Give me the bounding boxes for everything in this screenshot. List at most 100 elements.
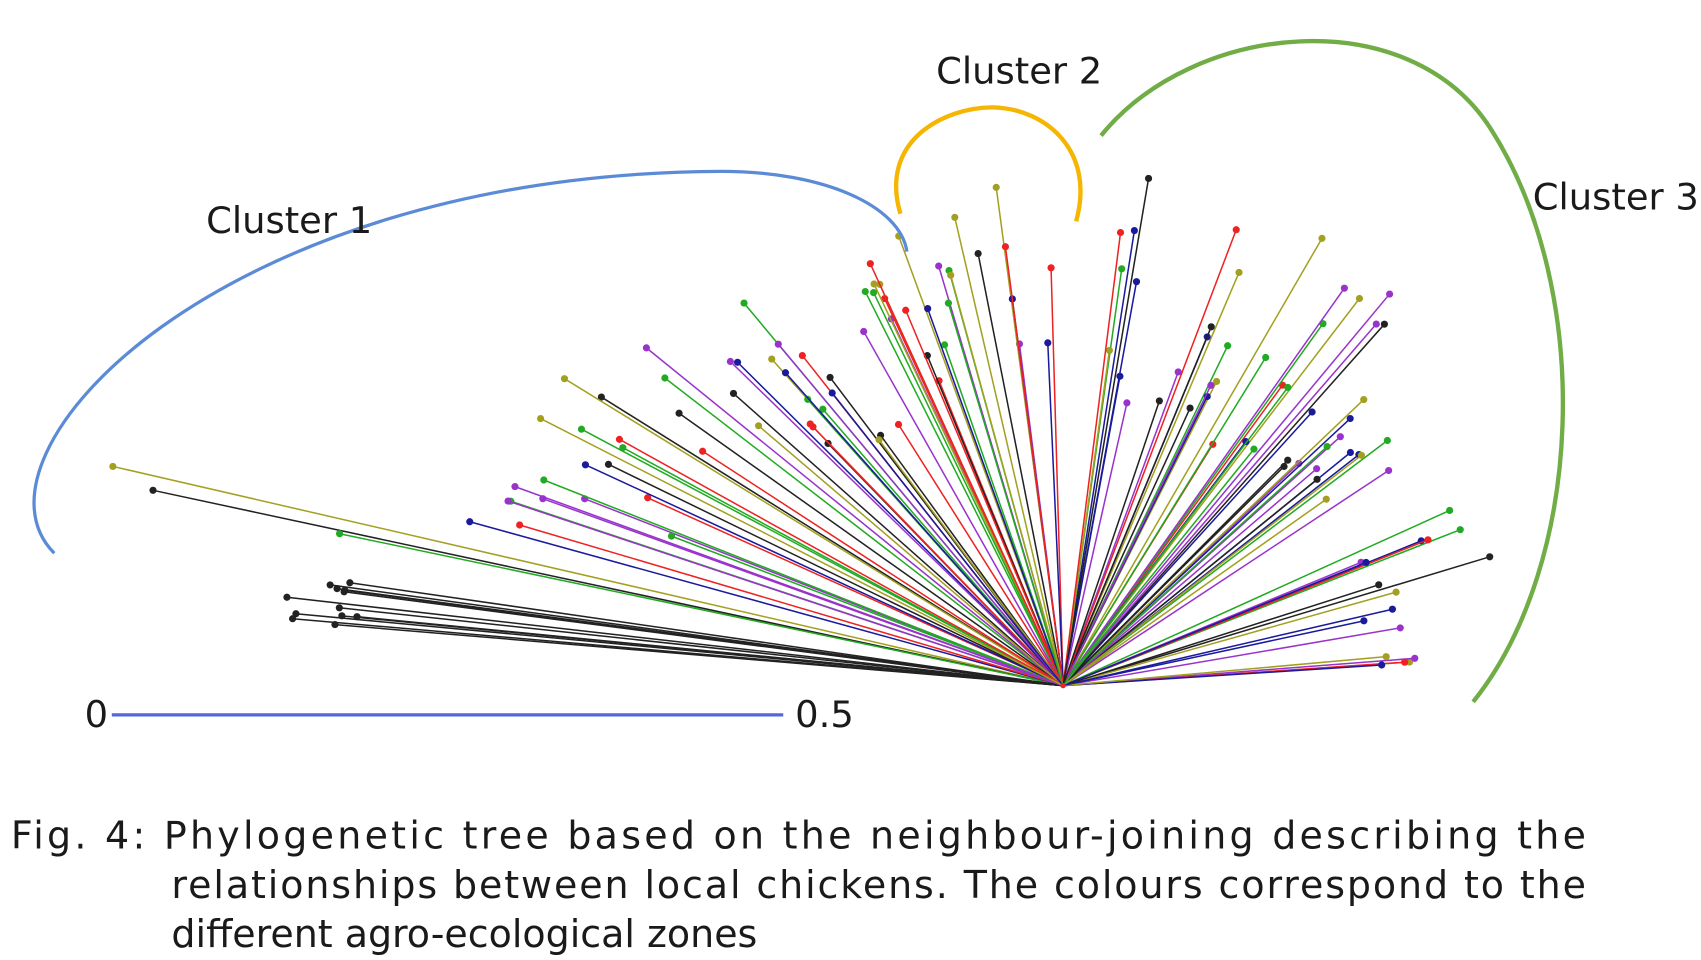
leaf (336, 530, 344, 538)
leaf (1207, 323, 1215, 331)
branch (864, 291, 1064, 686)
branch (1062, 561, 1367, 687)
leaf (1486, 553, 1494, 561)
scale-label: 0 (85, 693, 108, 736)
branch (1062, 407, 1191, 686)
branch (949, 274, 1064, 686)
leaf (740, 299, 748, 307)
leaf (754, 422, 763, 430)
leaf (1318, 234, 1326, 242)
branch (1062, 478, 1318, 687)
leaf (826, 373, 834, 381)
branch (1062, 591, 1397, 687)
branch (1062, 323, 1385, 687)
leaf (540, 476, 548, 484)
leaf (536, 414, 545, 423)
branch (671, 535, 1064, 687)
branch (1062, 384, 1212, 686)
leaf (1235, 268, 1243, 277)
leaf (149, 486, 157, 494)
branch (1062, 272, 1240, 686)
leaf (560, 375, 569, 383)
leaf (109, 462, 117, 471)
branch (564, 378, 1064, 687)
leaf (935, 262, 943, 270)
caption-line: relationships between local chickens. Th… (171, 863, 1586, 907)
leaf (644, 494, 652, 502)
branch (1062, 445, 1328, 687)
leaf (729, 389, 738, 398)
leaf (1308, 408, 1316, 416)
leaf (902, 306, 910, 314)
leaf (1313, 465, 1321, 473)
branch (1062, 323, 1377, 687)
branch (732, 392, 1064, 687)
branch (1062, 620, 1365, 687)
leaf (1250, 445, 1258, 453)
leaf (1346, 448, 1354, 457)
leaf (768, 355, 776, 363)
leaf (1424, 536, 1432, 544)
branch (349, 582, 1064, 687)
leaf (894, 420, 903, 429)
branch (645, 347, 1064, 687)
branch (1062, 459, 1289, 687)
leaf (1284, 456, 1292, 464)
leaf (1130, 226, 1138, 235)
branch (585, 464, 1064, 687)
leaf (699, 447, 707, 455)
branch (1062, 287, 1345, 686)
leaf (1203, 392, 1211, 401)
cluster-1-arc (32, 169, 909, 555)
leaf (466, 518, 474, 526)
branch (678, 412, 1064, 687)
leaf (1401, 658, 1409, 666)
branch (540, 417, 1064, 687)
branch (344, 591, 1064, 687)
branch (622, 446, 1064, 687)
leaf (1336, 433, 1344, 441)
branch (977, 253, 1064, 686)
leaf (940, 341, 949, 349)
leaf (798, 352, 806, 360)
cluster-label: Cluster 3 (1533, 175, 1699, 218)
leaf (804, 395, 812, 403)
branch (702, 450, 1064, 687)
leaf (819, 405, 827, 413)
branch (519, 524, 1064, 687)
leaf (1232, 226, 1240, 234)
leaf (1116, 372, 1124, 380)
leaf (577, 425, 586, 433)
branch (1062, 357, 1267, 686)
leaf (1044, 339, 1052, 347)
leaf (1456, 526, 1464, 534)
root (1060, 682, 1066, 689)
leaf (774, 340, 782, 348)
leaf (346, 579, 354, 587)
leaf (1396, 624, 1404, 632)
leaf (1375, 581, 1383, 589)
branch (1062, 556, 1490, 687)
leaf (1118, 265, 1126, 273)
leaf (809, 423, 817, 431)
branch (954, 217, 1064, 686)
leaf (1362, 558, 1370, 567)
leaf (951, 213, 959, 221)
leaf (353, 613, 361, 621)
branch (1050, 267, 1064, 686)
leaf (1386, 290, 1394, 298)
leaf (1132, 278, 1141, 286)
branch (1062, 230, 1136, 686)
scale-label: 0.5 (795, 693, 854, 736)
branch (543, 479, 1064, 687)
leaf (1322, 495, 1330, 503)
caption-line: different agro-ecological zones (171, 912, 757, 956)
leaf (924, 304, 932, 313)
branch (758, 425, 1064, 687)
branch (1062, 376, 1121, 686)
leaf (619, 444, 627, 452)
leaf (726, 357, 734, 366)
cluster-label: Cluster 1 (206, 199, 372, 242)
branch (1004, 246, 1064, 686)
